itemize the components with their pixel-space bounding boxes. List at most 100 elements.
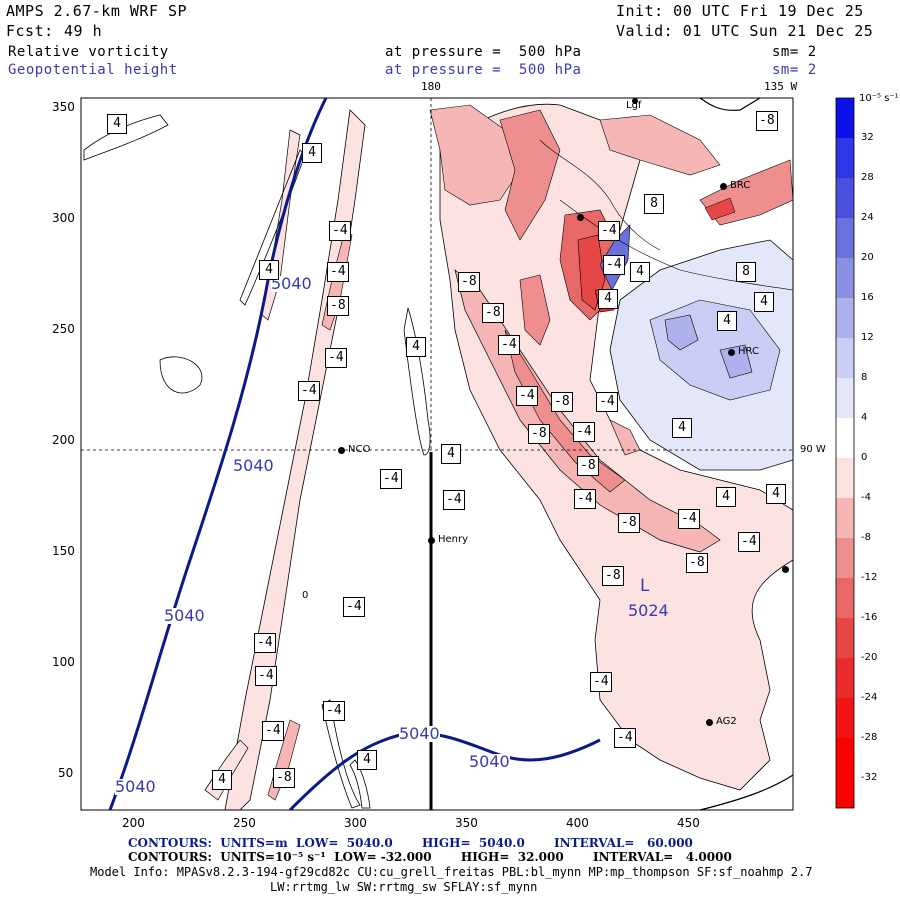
- vorticity-contour-label: -4: [574, 489, 596, 509]
- vorticity-region: [429, 104, 521, 206]
- y-tick: 50: [58, 766, 74, 780]
- init-time: Init: 00 UTC Fri 19 Dec 25: [616, 2, 864, 20]
- colorbar-label: 4: [861, 412, 868, 423]
- colorbar-label: -24: [861, 692, 878, 703]
- colorbar-label: -12: [861, 572, 878, 583]
- station-dot: [577, 214, 584, 221]
- colorbar-label: -4: [861, 492, 871, 503]
- height-label: 5040: [115, 777, 156, 796]
- low-marker: L: [640, 576, 650, 596]
- footer-physics: LW:rrtmg_lw SW:rrtmg_sw SFLAY:sf_mynn: [270, 880, 538, 894]
- vorticity-contour: [403, 307, 431, 456]
- vorticity-contour-label: -4: [323, 701, 345, 721]
- x-tick: 350: [455, 816, 478, 830]
- colorbar-units: 10⁻⁵ s⁻¹: [859, 93, 899, 104]
- vorticity-region: [519, 274, 551, 346]
- station-ag2: [706, 719, 713, 726]
- vorticity-contour-label: -8: [273, 768, 295, 788]
- vorticity-contour-label: -4: [603, 255, 625, 275]
- vorticity-contour: [159, 356, 203, 394]
- vorticity-contour-label: -8: [551, 392, 573, 412]
- vorticity-contour-label: 4: [441, 444, 461, 464]
- vorticity-contour-label: 4: [259, 260, 279, 280]
- vorticity-contour-label: -4: [380, 469, 402, 489]
- vorticity-contour-label: 4: [717, 311, 737, 331]
- colorbar-swatch: [836, 738, 854, 808]
- vorticity-contour-label: -8: [577, 456, 599, 476]
- field2-level: at pressure = 500 hPa: [385, 62, 582, 78]
- vorticity-contour-label: -4: [614, 728, 636, 748]
- colorbar-swatch: [836, 618, 854, 658]
- vorticity-contour-label: -8: [756, 111, 778, 131]
- meridian-90w-label: 90 W: [800, 444, 826, 455]
- vorticity-field: [83, 103, 793, 810]
- y-tick: 250: [52, 322, 75, 336]
- vorticity-region: [664, 314, 699, 351]
- height-label: 5040: [164, 606, 205, 625]
- field2-sm: sm= 2: [772, 62, 817, 78]
- colorbar-swatch: [836, 658, 854, 698]
- height-contour: [108, 98, 328, 810]
- station-nco: [338, 447, 345, 454]
- colorbar-swatch: [836, 578, 854, 618]
- field1-name: Relative vorticity: [8, 44, 169, 60]
- low-value: 5024: [628, 601, 669, 620]
- vorticity-contour-label: 4: [302, 143, 322, 163]
- x-tick: 250: [233, 816, 256, 830]
- vorticity-contour-label: -4: [262, 721, 284, 741]
- station-label: BRC: [730, 180, 751, 191]
- coastline: [699, 774, 794, 811]
- vorticity-region: [599, 114, 721, 176]
- height-label: 5040: [469, 752, 510, 771]
- vorticity-contour-label: -4: [329, 221, 351, 241]
- vorticity-contour: [539, 139, 661, 251]
- footer-vorticity-contours: CONTOURS: UNITS=10⁻⁵ s⁻¹ LOW= -32.000 HI…: [128, 850, 732, 864]
- field2-name: Geopotential height: [8, 62, 178, 78]
- meridian-135w-label: 135 W: [764, 80, 798, 93]
- station-lgf: [632, 98, 638, 104]
- colorbar-swatch: [836, 338, 854, 378]
- station-label: NCO: [348, 444, 371, 455]
- colorbar-label: 8: [861, 372, 868, 383]
- vorticity-contour-label: -4: [255, 666, 277, 686]
- vorticity-contour-label: -4: [325, 348, 347, 368]
- colorbar: [835, 97, 855, 809]
- vorticity-contour-label: -4: [516, 386, 538, 406]
- x-tick: 450: [677, 816, 700, 830]
- colorbar-label: -16: [861, 612, 878, 623]
- vorticity-region: [499, 109, 561, 241]
- colorbar-swatch: [836, 298, 854, 338]
- y-tick: 350: [52, 100, 75, 114]
- vorticity-contour-label: -8: [528, 424, 550, 444]
- footer-model-info: Model Info: MPASv8.2.3-194-gf29cd82c CU:…: [90, 865, 813, 879]
- vorticity-contour-label: -4: [573, 422, 595, 442]
- vorticity-contour-label: -4: [678, 509, 700, 529]
- meridian-180-label: 180: [421, 80, 441, 93]
- y-tick: 200: [52, 433, 75, 447]
- height-contours: [108, 98, 601, 810]
- fcst-value: 49 h: [64, 22, 103, 40]
- vorticity-contour-label: 4: [716, 487, 736, 507]
- height-label: 5040: [233, 456, 274, 475]
- vorticity-contour: [321, 699, 361, 809]
- vorticity-contour-label: 4: [630, 262, 650, 282]
- vorticity-contour-label: -4: [598, 221, 620, 241]
- y-tick: 150: [52, 544, 75, 558]
- vorticity-region: [439, 103, 793, 791]
- colorbar-swatch: [836, 418, 854, 458]
- field1-sm: sm= 2: [772, 44, 817, 60]
- colorbar-swatch: [836, 498, 854, 538]
- vorticity-contour-label: -4: [498, 335, 520, 355]
- field1-level: at pressure = 500 hPa: [385, 44, 582, 60]
- fcst-label: Fcst:: [6, 22, 54, 40]
- vorticity-contour-label: -4: [343, 597, 365, 617]
- plot-frame: [80, 97, 794, 811]
- vorticity-region: [704, 197, 736, 221]
- vorticity-contour-label: -4: [254, 633, 276, 653]
- footer-height-contours: CONTOURS: UNITS=m LOW= 5040.0 HIGH= 5040…: [128, 836, 693, 850]
- vorticity-contour-label: 4: [766, 484, 786, 504]
- station-label: HRC: [738, 346, 759, 357]
- colorbar-swatch: [836, 218, 854, 258]
- vorticity-contour-label: -4: [590, 672, 612, 692]
- colorbar-swatch: [836, 178, 854, 218]
